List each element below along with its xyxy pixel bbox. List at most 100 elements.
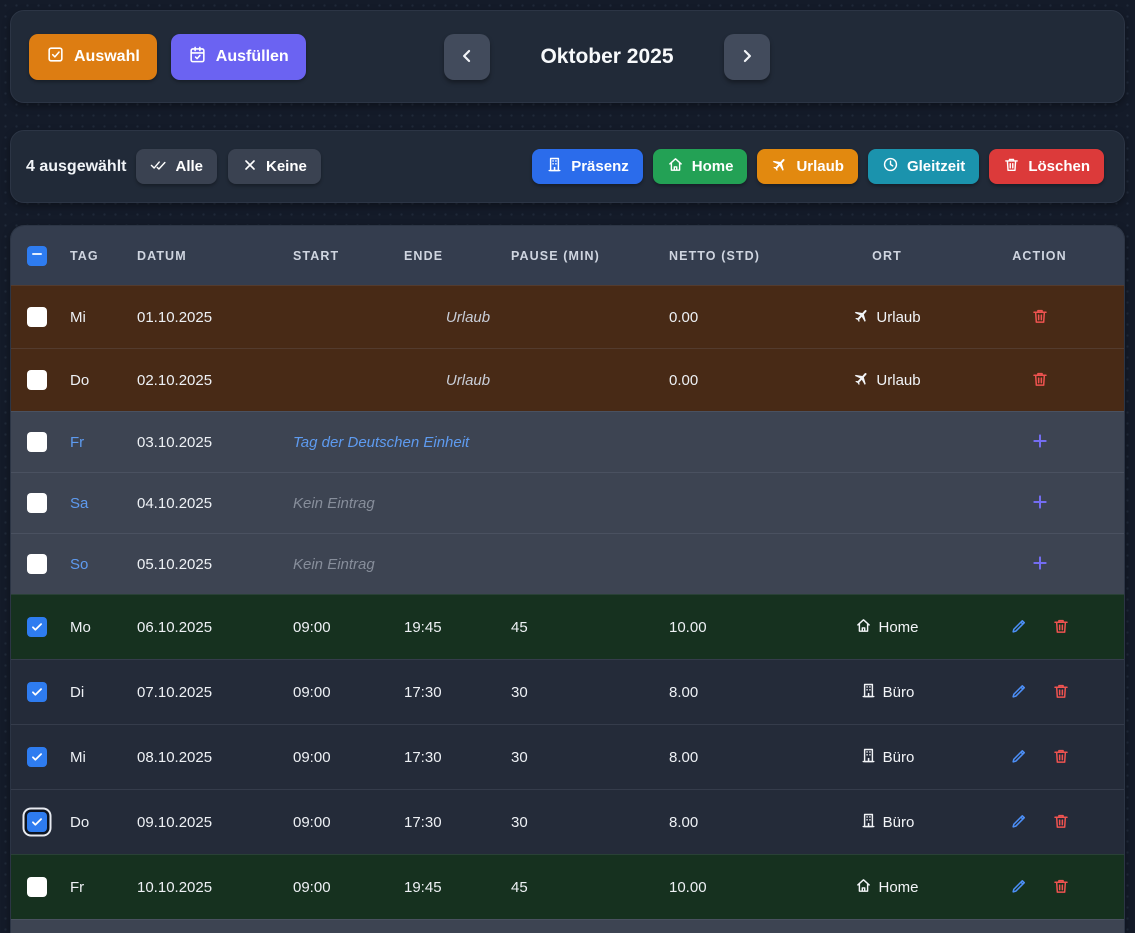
column-header-ort: ORT xyxy=(872,248,902,263)
location-cell: Urlaub xyxy=(819,307,955,328)
previous-month-button[interactable] xyxy=(444,34,490,80)
row-actions xyxy=(955,810,1124,835)
day-label: Do xyxy=(70,371,90,389)
row-checkbox[interactable] xyxy=(27,877,47,897)
next-month-button[interactable] xyxy=(724,34,770,80)
edit-entry-button[interactable] xyxy=(1008,615,1030,640)
location-cell: Büro xyxy=(819,812,955,833)
day-label: Fr xyxy=(70,433,85,451)
delete-entry-button[interactable] xyxy=(1029,305,1051,330)
location-label: Büro xyxy=(882,813,915,831)
month-title: Oktober 2025 xyxy=(540,45,674,68)
column-header-datum: DATUM xyxy=(137,248,187,263)
delete-entry-button[interactable] xyxy=(1050,875,1072,900)
delete-entry-button[interactable] xyxy=(1050,680,1072,705)
chevron-left-icon xyxy=(457,46,477,69)
bulk-action-gleitzeit[interactable]: Gleitzeit xyxy=(867,149,980,184)
trash-icon xyxy=(1052,877,1070,898)
row-checkbox[interactable] xyxy=(27,682,47,702)
building-icon xyxy=(860,682,877,703)
edit-entry-button[interactable] xyxy=(1008,745,1030,770)
pause-minutes: 45 xyxy=(511,618,528,636)
date-value: 03.10.2025 xyxy=(137,433,213,451)
delete-entry-button[interactable] xyxy=(1050,810,1072,835)
end-time: 17:30 xyxy=(404,683,442,701)
select-none-label: Keine xyxy=(266,158,307,175)
column-header-pause: PAUSE (MIN) xyxy=(511,248,600,263)
row-checkbox[interactable] xyxy=(27,432,47,452)
row-checkbox[interactable] xyxy=(27,307,47,327)
pause-minutes: 30 xyxy=(511,683,528,701)
clock-icon xyxy=(882,156,899,177)
plane-icon xyxy=(853,370,870,391)
table-row: Mi 08.10.2025 09:00 17:30 30 8.00 Büro xyxy=(11,724,1124,789)
delete-entry-button[interactable] xyxy=(1050,615,1072,640)
column-header-start: START xyxy=(293,248,340,263)
ausfuellen-button[interactable]: Ausfüllen xyxy=(170,33,306,80)
bulk-action-label: Gleitzeit xyxy=(906,158,966,175)
table-row: Do 09.10.2025 09:00 17:30 30 8.00 Büro xyxy=(11,789,1124,854)
pencil-icon xyxy=(1010,812,1028,833)
netto-hours: 8.00 xyxy=(669,683,699,701)
row-note: Urlaub xyxy=(445,308,491,326)
date-value: 04.10.2025 xyxy=(137,494,213,512)
day-label: So xyxy=(70,555,89,573)
edit-entry-button[interactable] xyxy=(1008,875,1030,900)
date-value: 08.10.2025 xyxy=(137,748,213,766)
row-checkbox[interactable] xyxy=(27,493,47,513)
delete-entry-button[interactable] xyxy=(1050,745,1072,770)
delete-entry-button[interactable] xyxy=(1029,368,1051,393)
row-note: Tag der Deutschen Einheit xyxy=(293,433,470,451)
month-navigation: Oktober 2025 xyxy=(444,34,770,80)
ausfuellen-button-label: Ausfüllen xyxy=(215,47,289,65)
row-checkbox[interactable] xyxy=(27,812,47,832)
row-checkbox[interactable] xyxy=(27,617,47,637)
column-header-netto: NETTO (STD) xyxy=(669,248,761,263)
end-time: 19:45 xyxy=(404,878,442,896)
row-checkbox[interactable] xyxy=(27,554,47,574)
add-entry-button[interactable] xyxy=(1028,429,1052,456)
row-checkbox[interactable] xyxy=(27,747,47,767)
date-value: 02.10.2025 xyxy=(137,371,213,389)
end-time: 19:45 xyxy=(404,618,442,636)
row-actions xyxy=(955,875,1124,900)
pause-minutes: 30 xyxy=(511,748,528,766)
date-value: 10.10.2025 xyxy=(137,878,213,896)
edit-entry-button[interactable] xyxy=(1008,680,1030,705)
column-header-tag: TAG xyxy=(70,248,99,263)
house-icon xyxy=(855,617,872,638)
row-checkbox[interactable] xyxy=(27,370,47,390)
select-all-button[interactable]: Alle xyxy=(136,149,217,184)
location-label: Home xyxy=(878,878,919,896)
table-row-partial xyxy=(11,919,1124,933)
table-row: Sa 04.10.2025 Kein Eintrag xyxy=(11,472,1124,533)
edit-entry-button[interactable] xyxy=(1008,810,1030,835)
bulk-action-lschen[interactable]: Löschen xyxy=(989,149,1104,184)
netto-hours: 10.00 xyxy=(669,618,707,636)
bulk-action-urlaub[interactable]: Urlaub xyxy=(757,149,858,184)
day-label: Di xyxy=(70,683,85,701)
top-toolbar: Auswahl Ausfüllen Oktober 2025 xyxy=(10,10,1125,103)
double-check-icon xyxy=(150,156,167,177)
select-none-button[interactable]: Keine xyxy=(228,149,321,184)
location-cell: Büro xyxy=(819,682,955,703)
end-time: 17:30 xyxy=(404,813,442,831)
table-row: Mi 01.10.2025 Urlaub 0.00 Urlaub xyxy=(11,285,1124,348)
bulk-action-label: Home xyxy=(691,158,734,175)
auswahl-button[interactable]: Auswahl xyxy=(29,33,157,80)
calendar-icon xyxy=(188,45,207,69)
start-time: 09:00 xyxy=(293,683,331,701)
select-all-checkbox[interactable] xyxy=(27,245,47,266)
date-value: 01.10.2025 xyxy=(137,308,213,326)
row-note: Kein Eintrag xyxy=(293,494,375,512)
start-time: 09:00 xyxy=(293,813,331,831)
row-actions xyxy=(955,615,1124,640)
row-note: Urlaub xyxy=(445,371,491,389)
bulk-action-home[interactable]: Home xyxy=(652,149,748,184)
table-row: Mo 06.10.2025 09:00 19:45 45 10.00 Home xyxy=(11,594,1124,659)
netto-hours: 0.00 xyxy=(669,308,699,326)
add-entry-button[interactable] xyxy=(1028,490,1052,517)
add-entry-button[interactable] xyxy=(1028,551,1052,578)
bulk-action-prsenz[interactable]: Präsenz xyxy=(532,149,643,184)
location-label: Urlaub xyxy=(876,371,921,389)
